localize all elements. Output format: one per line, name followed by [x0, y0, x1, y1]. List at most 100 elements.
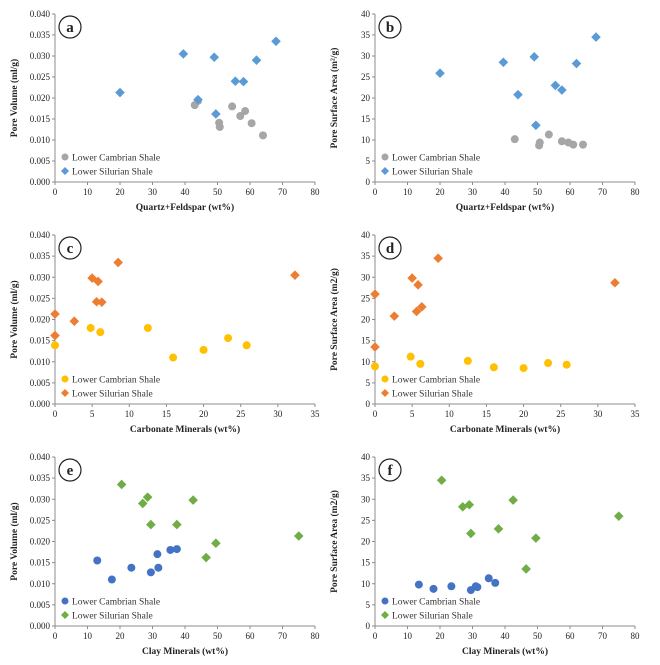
panel-label-circle	[378, 458, 402, 482]
x-axis-title: Quartz+Feldspar (wt%)	[456, 202, 554, 213]
y-tick-label: 0.000	[30, 621, 51, 631]
data-point	[224, 334, 233, 343]
y-tick-label: 0	[366, 177, 371, 187]
y-tick-label: 0.010	[30, 357, 51, 367]
y-tick-label: 0.020	[30, 537, 51, 547]
panel-label-circle	[378, 15, 402, 39]
x-tick-label: 20	[436, 631, 446, 641]
data-point	[571, 58, 582, 69]
y-tick-label: 40	[361, 452, 371, 462]
y-tick-label: 10	[361, 579, 371, 589]
data-point	[457, 502, 468, 512]
y-tick-label: 25	[361, 72, 371, 82]
data-point	[491, 578, 500, 587]
data-point	[50, 309, 60, 319]
data-point	[591, 32, 601, 42]
y-tick-label: 40	[361, 230, 371, 240]
x-axis-title: Carbonate Minerals (wt%)	[130, 424, 240, 435]
data-point	[215, 122, 224, 131]
data-point	[407, 273, 417, 283]
data-point	[521, 564, 531, 574]
y-tick-label: 0.025	[30, 72, 51, 82]
x-tick-label: 40	[181, 187, 191, 197]
data-point	[116, 479, 127, 490]
data-point	[97, 297, 107, 307]
x-tick-label: 20	[116, 631, 126, 641]
legend-marker	[381, 375, 389, 383]
data-point	[484, 574, 493, 583]
data-point	[406, 352, 415, 361]
data-point	[154, 563, 163, 572]
data-point	[493, 524, 504, 534]
y-tick-label: 0.035	[30, 30, 51, 40]
data-point	[50, 330, 60, 341]
x-tick-label: 40	[501, 187, 511, 197]
x-tick-label: 20	[436, 187, 446, 197]
data-point	[153, 550, 162, 559]
data-point	[569, 140, 578, 149]
chart-panel-b: 0 10 20 30 40 50 60 70 80 0 5 10 15 20 25 30 35 40 Quartz+…	[329, 9, 640, 213]
data-point	[416, 359, 425, 368]
chart-panel-c: 0 5 10 15 20 25 30 35 0.000 0.005 0.010 0.015 0.020 0…	[9, 230, 320, 435]
x-tick-label: 60	[246, 187, 256, 197]
data-point	[93, 556, 102, 565]
x-tick-label: 5	[410, 409, 415, 419]
chart-panel-f: 0 10 20 30 40 50 60 70 80 0 5 10 15 20 25 30 35 40 Clay Mi…	[329, 452, 640, 657]
panel-label: e	[67, 463, 74, 479]
data-point	[447, 582, 456, 591]
x-tick-label: 70	[598, 631, 608, 641]
data-point	[201, 552, 211, 563]
data-point	[466, 528, 476, 539]
y-tick-label: 25	[361, 293, 371, 303]
data-point	[143, 323, 152, 332]
data-point	[371, 362, 379, 371]
data-point	[550, 80, 561, 91]
data-point	[531, 120, 541, 131]
legend-label: Lower Silurian Shale	[392, 612, 473, 622]
data-point	[579, 140, 587, 149]
data-point	[96, 328, 105, 337]
y-tick-label: 15	[361, 558, 371, 568]
y-tick-label: 0.035	[30, 473, 51, 483]
y-axis-title: Pore Volume (ml/g)	[9, 280, 20, 358]
x-tick-label: 10	[403, 187, 413, 197]
data-point	[436, 475, 447, 486]
data-point	[209, 52, 220, 63]
y-tick-label: 0	[366, 621, 371, 631]
legend-label: Lower Cambrian Shale	[72, 376, 160, 386]
data-point	[241, 107, 250, 116]
legend-label: Lower Silurian Shale	[72, 168, 153, 178]
x-tick-label: 70	[598, 187, 608, 197]
y-tick-label: 20	[361, 537, 371, 547]
x-tick-label: 10	[445, 409, 455, 419]
x-tick-label: 0	[373, 409, 378, 419]
data-point	[433, 253, 443, 264]
legend-marker	[381, 597, 389, 605]
x-tick-label: 30	[593, 409, 603, 419]
legend-marker	[381, 153, 389, 161]
x-tick-label: 0	[373, 187, 378, 197]
y-tick-label: 0.005	[30, 600, 51, 610]
data-point	[93, 276, 103, 287]
data-point	[188, 495, 198, 505]
data-point	[166, 545, 175, 554]
data-point	[508, 495, 518, 505]
x-tick-label: 60	[566, 631, 576, 641]
legend-marker	[381, 611, 389, 619]
x-tick-label: 35	[631, 409, 641, 419]
y-tick-label: 5	[366, 378, 371, 388]
data-point	[464, 499, 475, 510]
y-tick-label: 0.015	[30, 114, 51, 124]
data-point	[146, 568, 155, 577]
y-tick-label: 0	[366, 399, 371, 409]
y-tick-label: 0.025	[30, 515, 51, 525]
x-tick-label: 80	[631, 187, 641, 197]
x-tick-label: 30	[273, 409, 283, 419]
y-tick-label: 20	[361, 93, 371, 103]
data-point	[115, 87, 125, 98]
y-tick-label: 40	[361, 9, 371, 19]
data-point	[113, 257, 123, 268]
panel-label-circle	[378, 236, 402, 260]
data-point	[211, 109, 221, 119]
data-point	[489, 363, 498, 372]
